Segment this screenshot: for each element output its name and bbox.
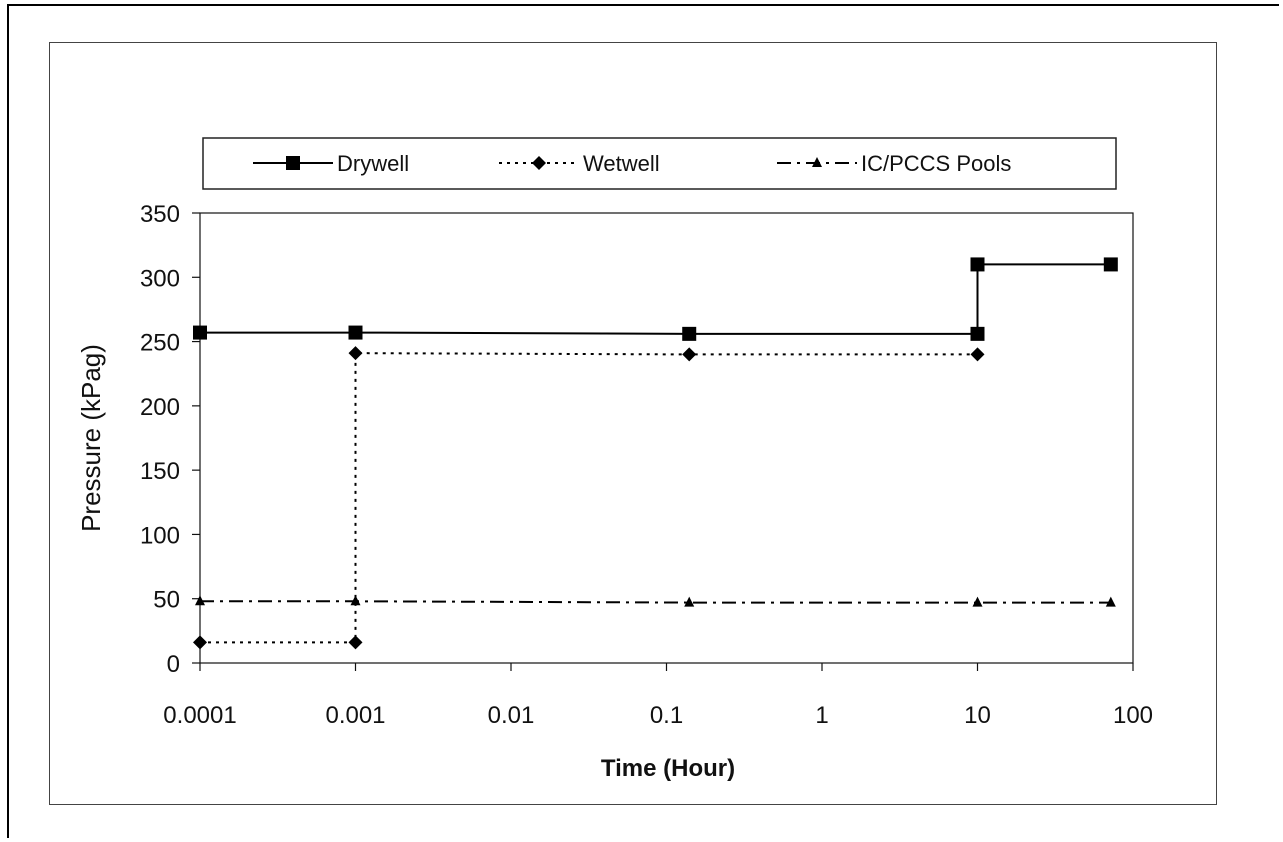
wetwell-point — [193, 635, 207, 650]
legend-wetwell-point — [532, 156, 546, 170]
drywell-point — [682, 326, 697, 341]
ic-pccs-pools-point — [1105, 596, 1116, 607]
x-tick-label: 1 — [815, 702, 828, 729]
y-tick-label: 0 — [167, 651, 180, 678]
y-tick-label: 50 — [153, 587, 180, 614]
y-axis: 0 50 100 150 200 250 300 350 — [140, 201, 200, 678]
x-tick-label: 0.0001 — [163, 702, 236, 729]
legend-ic-pccs-pools-point — [812, 157, 822, 167]
y-tick-label: 300 — [140, 265, 180, 292]
y-axis-title: Pressure (kPag) — [76, 344, 106, 532]
y-tick-label: 150 — [140, 458, 180, 485]
wetwell-point — [970, 347, 985, 362]
legend-ic-pccs-pools-label: IC/PCCS Pools — [861, 151, 1011, 176]
wetwell-line — [200, 352, 978, 644]
legend-wetwell-label: Wetwell — [583, 151, 660, 176]
y-tick-label: 350 — [140, 201, 180, 228]
wetwell-point — [682, 347, 697, 362]
page-border — [7, 4, 1279, 838]
drywell-point — [193, 325, 207, 340]
drywell-point — [1103, 257, 1118, 272]
ic-pccs-pools-line — [200, 600, 1111, 604]
drywell-point — [970, 326, 985, 341]
legend-box — [202, 137, 1117, 190]
x-tick-label: 0.01 — [488, 702, 535, 729]
x-tick-label: 100 — [1113, 702, 1153, 729]
drywell-line — [200, 263, 1111, 335]
plot-area — [199, 212, 1134, 664]
x-axis-title: Time (Hour) — [601, 755, 735, 782]
x-tick-label: 0.001 — [325, 702, 385, 729]
legend: Drywell Wetwell IC/PCCS Pools — [253, 151, 1011, 176]
chart-area-border — [49, 42, 1217, 805]
x-tick-label: 0.1 — [650, 702, 683, 729]
ic-pccs-pools-point — [195, 595, 205, 606]
ic-pccs-pools-point — [350, 595, 361, 606]
y-tick-label: 250 — [140, 330, 180, 357]
legend-drywell-point — [286, 156, 300, 170]
y-tick-label: 100 — [140, 522, 180, 549]
ic-pccs-pools-point — [972, 596, 983, 607]
drywell-point — [348, 325, 363, 340]
legend-drywell-label: Drywell — [337, 151, 409, 176]
drywell-point — [970, 257, 985, 272]
x-axis: 0.0001 0.001 0.01 0.1 1 10 100 — [163, 663, 1153, 729]
y-tick-label: 200 — [140, 394, 180, 421]
x-tick-label: 10 — [964, 702, 991, 729]
wetwell-point — [348, 635, 363, 650]
series-layer — [193, 257, 1118, 650]
ic-pccs-pools-point — [684, 596, 695, 607]
wetwell-point — [348, 346, 363, 361]
